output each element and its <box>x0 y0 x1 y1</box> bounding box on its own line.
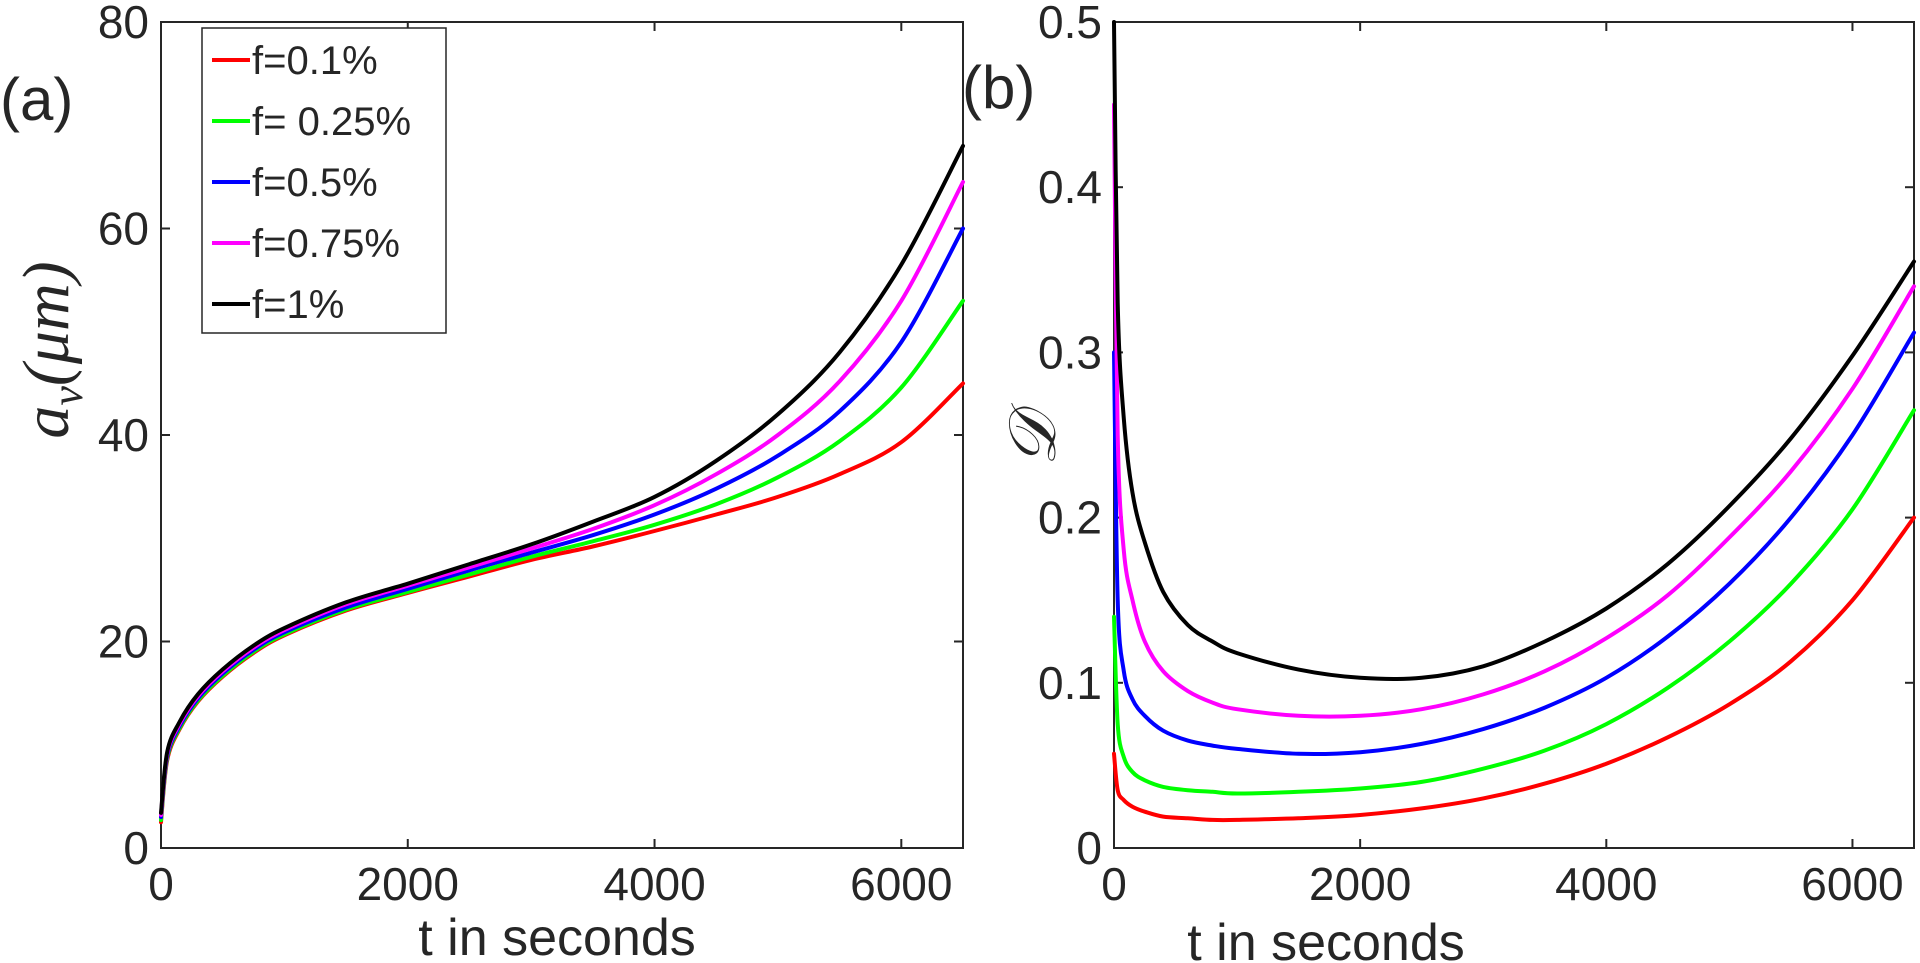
x-tick-label-b: 2000 <box>1309 858 1411 910</box>
y-tick-label-b: 0.4 <box>1038 161 1102 213</box>
y-tick-label-b: 0.3 <box>1038 326 1102 378</box>
panel-label-b: (b) <box>962 54 1035 121</box>
x-tick-label-a: 0 <box>148 858 174 910</box>
legend-label-1: f=0.1% <box>252 39 378 83</box>
chart-b: (b) 𝒟 t in seconds 0 2000 4000 6000 0 0.1 0.2 0… <box>962 0 1916 963</box>
y-label-subscript-a: v <box>43 386 92 406</box>
y-label-unit-a: (μm) <box>10 261 83 386</box>
series-line-b-3 <box>1112 330 1916 757</box>
svg-text:av(μm): av(μm) <box>10 261 92 438</box>
series-line-b-5 <box>1112 20 1916 682</box>
x-tick-label-a: 6000 <box>850 858 952 910</box>
series-line-b-1 <box>1112 515 1916 823</box>
x-tick-label-a: 2000 <box>357 858 459 910</box>
x-tick-label-b: 4000 <box>1555 858 1657 910</box>
y-tick-label-b: 0.2 <box>1038 492 1102 544</box>
series-line-b-2 <box>1112 408 1916 796</box>
legend: f=0.1% f= 0.25% f=0.5% f=0.75% f=1% <box>201 27 447 334</box>
y-label-symbol-a: a <box>10 406 83 439</box>
y-tick-label-a: 80 <box>98 0 149 48</box>
legend-label-2: f= 0.25% <box>252 100 411 144</box>
y-axis-label-b: 𝒟 <box>997 402 1070 466</box>
y-axis-label-a: av(μm) <box>10 261 92 438</box>
x-axis-label-b: t in seconds <box>1187 914 1465 963</box>
x-tick-label-a: 4000 <box>603 858 705 910</box>
legend-label-4: f=0.75% <box>252 222 400 266</box>
y-tick-label-b: 0 <box>1076 822 1102 874</box>
y-tick-label-b: 0.5 <box>1038 0 1102 48</box>
legend-label-5: f=1% <box>252 283 344 327</box>
series-line-a-1 <box>159 381 965 825</box>
y-tick-label-a: 0 <box>123 822 149 874</box>
y-tick-label-a: 60 <box>98 203 149 255</box>
legend-label-3: f=0.5% <box>252 161 378 205</box>
y-tick-label-a: 40 <box>98 409 149 461</box>
series-line-a-5 <box>159 143 965 815</box>
x-tick-label-b: 0 <box>1101 858 1127 910</box>
panel-label-a: (a) <box>0 66 73 133</box>
y-tick-label-b: 0.1 <box>1038 657 1102 709</box>
chart-a: (a) av(μm) t in seconds 0 2000 4000 6000 0 20… <box>0 0 965 963</box>
series-line-b-4 <box>1112 102 1916 719</box>
x-tick-label-b: 6000 <box>1801 858 1903 910</box>
x-axis-label-a: t in seconds <box>418 909 696 963</box>
y-tick-label-a: 20 <box>98 616 149 668</box>
